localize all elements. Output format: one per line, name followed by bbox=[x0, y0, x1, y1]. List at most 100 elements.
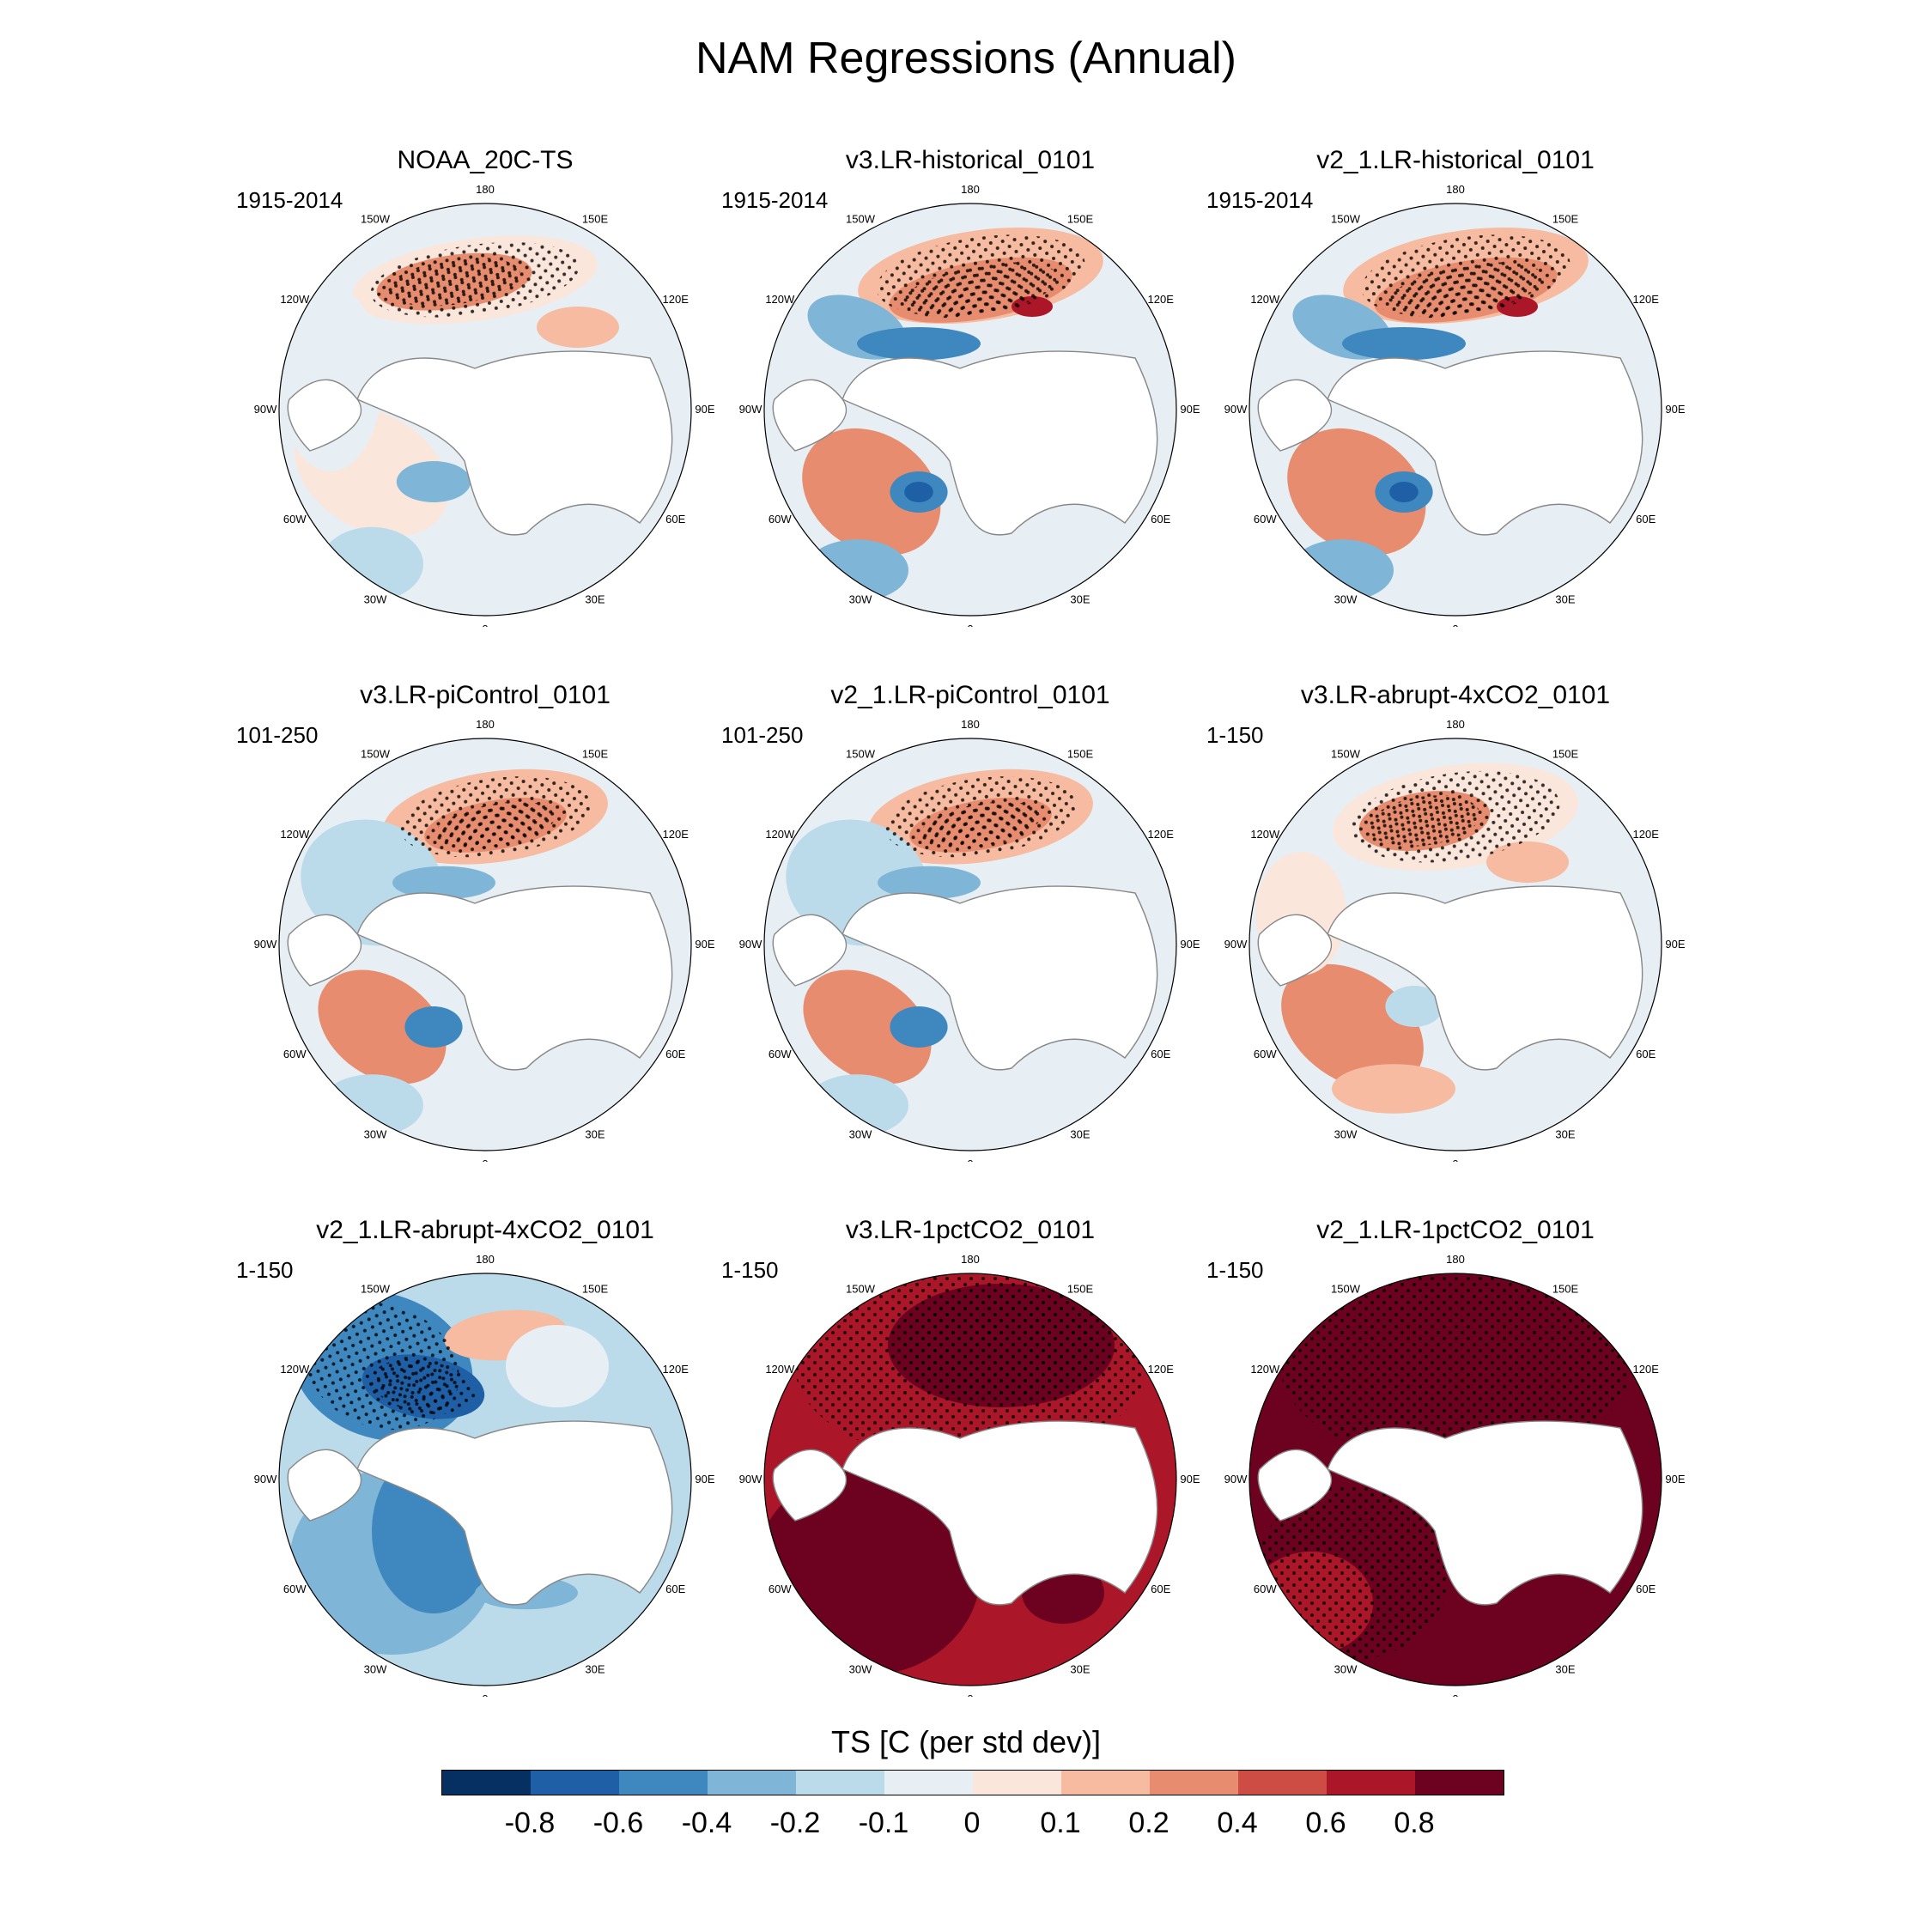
map-panel: v3.LR-abrupt-4xCO2_0101 1-150 180 150E 120E 9… bbox=[1189, 681, 1722, 1162]
map-border bbox=[763, 1273, 1177, 1686]
longitude-label: 30W bbox=[1334, 593, 1358, 606]
longitude-label: 150W bbox=[846, 212, 876, 225]
anomaly-region bbox=[904, 482, 933, 502]
colorbar-tick-label: 0.6 bbox=[1305, 1807, 1346, 1839]
land-mask bbox=[1257, 379, 1333, 452]
colorbar bbox=[441, 1770, 1504, 1795]
anomaly-region bbox=[506, 1325, 609, 1407]
map-field bbox=[764, 738, 1176, 1151]
longitude-label: 30W bbox=[364, 1128, 387, 1141]
longitude-label: 90E bbox=[1180, 403, 1200, 416]
land-mask bbox=[841, 1420, 1158, 1606]
land-mask bbox=[287, 379, 362, 452]
longitude-label: 90W bbox=[1224, 938, 1248, 951]
colorbar-swatch bbox=[619, 1771, 708, 1795]
longitude-label: 120W bbox=[280, 293, 310, 306]
longitude-label: 120W bbox=[280, 828, 310, 841]
colorbar-tick-label: 0.4 bbox=[1217, 1807, 1258, 1839]
longitude-label: 60W bbox=[1254, 513, 1277, 526]
longitude-label: 150W bbox=[361, 212, 391, 225]
longitude-label: 120W bbox=[765, 293, 795, 306]
longitude-label: 30E bbox=[585, 1128, 605, 1141]
land-mask bbox=[287, 914, 362, 987]
longitude-label: 90W bbox=[254, 1473, 277, 1485]
longitude-label: 180 bbox=[476, 183, 495, 196]
longitude-label: 90W bbox=[739, 938, 762, 951]
longitude-label: 120E bbox=[1633, 293, 1660, 306]
longitude-label: 150W bbox=[361, 1282, 391, 1295]
longitude-label: 0 bbox=[482, 1692, 488, 1697]
polar-map: 180 150E 120E 90E 60E 30E 0 30W 60W 90W 120W 150W bbox=[739, 1253, 1200, 1697]
longitude-label: 120E bbox=[1633, 1363, 1660, 1376]
anomaly-region bbox=[537, 307, 619, 348]
longitude-label: 120W bbox=[1250, 293, 1280, 306]
map-border bbox=[278, 1273, 692, 1686]
panel-title: v2_1.LR-1pctCO2_0101 bbox=[1316, 1216, 1595, 1244]
panel-period: 1-150 bbox=[1206, 1257, 1264, 1283]
longitude-label: 120E bbox=[1633, 828, 1660, 841]
longitude-label: 60E bbox=[1151, 1583, 1170, 1595]
significance-stipple bbox=[920, 801, 1042, 848]
panel-period: 1-150 bbox=[721, 1257, 779, 1283]
longitude-label: 30W bbox=[849, 1663, 872, 1676]
anomaly-region bbox=[1281, 963, 1424, 1091]
anomaly-region bbox=[805, 1074, 908, 1137]
anomaly-region bbox=[404, 1006, 463, 1048]
map-field bbox=[1249, 738, 1662, 1151]
longitude-label: 60W bbox=[283, 1583, 307, 1595]
panel-period: 1-150 bbox=[236, 1257, 294, 1283]
longitude-label: 0 bbox=[1452, 1157, 1458, 1162]
longitude-label: 30W bbox=[364, 593, 387, 606]
panel-period: 1915-2014 bbox=[236, 187, 343, 213]
longitude-label: 120W bbox=[1250, 828, 1280, 841]
longitude-label: 150W bbox=[1331, 1282, 1361, 1295]
longitude-label: 90E bbox=[695, 1473, 714, 1485]
longitude-label: 30E bbox=[1555, 1663, 1575, 1676]
panel-period: 1-150 bbox=[1206, 722, 1264, 748]
longitude-label: 90E bbox=[1665, 403, 1685, 416]
longitude-label: 150E bbox=[582, 747, 609, 760]
colorbar-swatch bbox=[531, 1771, 619, 1795]
longitude-label: 0 bbox=[482, 623, 488, 627]
map-border bbox=[278, 203, 692, 617]
longitude-label: 30E bbox=[1070, 1663, 1090, 1676]
longitude-label: 150E bbox=[1067, 1282, 1094, 1295]
longitude-label: 90E bbox=[1665, 938, 1685, 951]
longitude-label: 120W bbox=[1250, 1363, 1280, 1376]
polar-map: 180 150E 120E 90E 60E 30E 0 30W 60W 90W 120W 150W bbox=[1224, 183, 1686, 627]
longitude-label: 180 bbox=[1446, 183, 1465, 196]
longitude-label: 150W bbox=[1331, 212, 1361, 225]
map-panel: v2_1.LR-1pctCO2_0101 1-150 180 150E 120E 90E 6… bbox=[1189, 1216, 1722, 1697]
colorbar-tick-label: 0.2 bbox=[1128, 1807, 1170, 1839]
colorbar-swatch bbox=[884, 1771, 973, 1795]
longitude-label: 0 bbox=[1452, 1692, 1458, 1697]
anomaly-region bbox=[878, 866, 981, 900]
land-mask bbox=[772, 1449, 848, 1522]
panel-title: v3.LR-abrupt-4xCO2_0101 bbox=[1300, 681, 1611, 709]
longitude-label: 90E bbox=[695, 938, 714, 951]
longitude-label: 150E bbox=[1552, 212, 1579, 225]
map-field bbox=[764, 204, 1176, 616]
colorbar-swatch bbox=[1150, 1771, 1238, 1795]
polar-map: 180 150E 120E 90E 60E 30E 0 30W 60W 90W 120W 150W bbox=[254, 1253, 715, 1697]
longitude-label: 90W bbox=[254, 403, 277, 416]
longitude-label: 180 bbox=[961, 183, 980, 196]
colorbar-tick-label: -0.1 bbox=[858, 1807, 909, 1839]
anomaly-region bbox=[1389, 482, 1419, 502]
longitude-label: 60E bbox=[1636, 513, 1656, 526]
longitude-label: 0 bbox=[482, 1157, 488, 1162]
longitude-label: 180 bbox=[1446, 1253, 1465, 1266]
longitude-label: 0 bbox=[967, 1692, 973, 1697]
longitude-label: 30W bbox=[364, 1663, 387, 1676]
longitude-label: 90W bbox=[739, 1473, 762, 1485]
longitude-label: 60E bbox=[1636, 1048, 1656, 1060]
colorbar-tick-label: 0.1 bbox=[1040, 1807, 1081, 1839]
longitude-label: 180 bbox=[476, 1253, 495, 1266]
colorbar-tick-label: -0.8 bbox=[504, 1807, 556, 1839]
significance-stipple bbox=[434, 801, 556, 848]
map-field bbox=[1249, 1273, 1662, 1686]
map-field bbox=[279, 204, 691, 616]
anomaly-region bbox=[805, 539, 908, 602]
longitude-label: 90E bbox=[1180, 1473, 1200, 1485]
map-border bbox=[1249, 738, 1662, 1151]
